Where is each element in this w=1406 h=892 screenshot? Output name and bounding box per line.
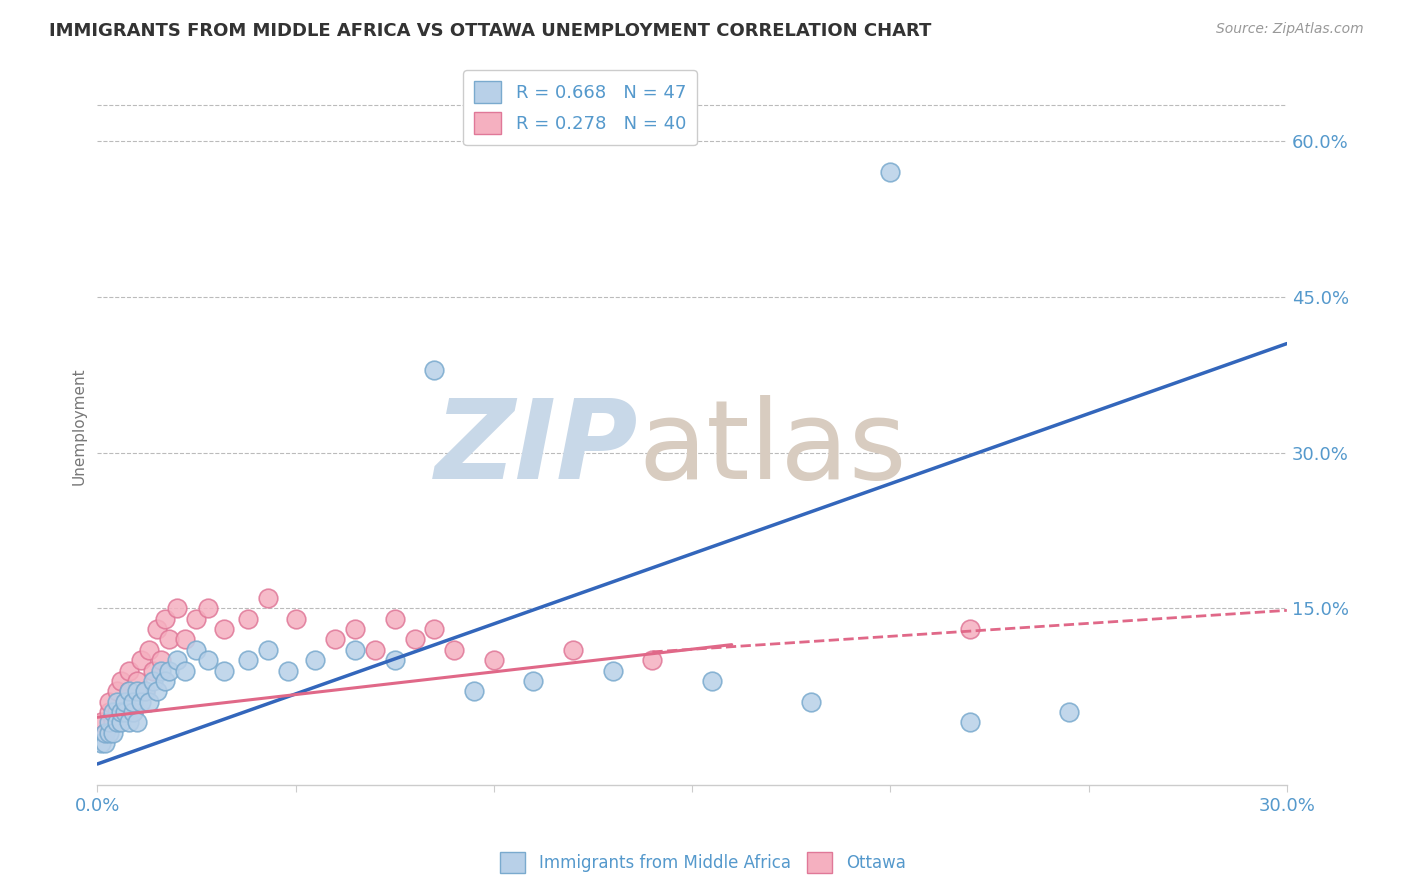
Point [118,664,141,678]
Point [166,653,188,667]
Point [118,684,141,698]
Point [1057,705,1080,719]
Point [800,695,823,709]
Point [700,673,723,688]
Point [142,673,165,688]
Point [125,715,148,730]
Point [522,673,544,688]
Point [384,653,406,667]
Text: Source: ZipAtlas.com: Source: ZipAtlas.com [1216,22,1364,37]
Text: atlas: atlas [638,394,907,501]
Point [105,695,128,709]
Point [105,705,128,719]
Point [562,642,585,657]
Point [118,684,141,698]
Point [197,653,219,667]
Point [90,715,112,730]
Point [959,622,981,636]
Point [153,612,176,626]
Point [105,684,128,698]
Legend: R = 0.668   N = 47, R = 0.278   N = 40: R = 0.668 N = 47, R = 0.278 N = 40 [463,70,697,145]
Point [304,653,326,667]
Point [110,705,132,719]
Point [423,622,446,636]
Point [122,705,145,719]
Point [404,632,426,647]
Point [157,632,180,647]
Point [134,684,156,698]
Y-axis label: Unemployment: Unemployment [72,368,86,485]
Point [114,695,136,709]
Point [344,622,367,636]
Point [173,664,195,678]
Point [153,673,176,688]
Point [105,715,128,730]
Point [138,695,160,709]
Point [277,664,299,678]
Point [114,695,136,709]
Point [98,695,121,709]
Point [423,362,446,376]
Point [443,642,465,657]
Point [122,695,145,709]
Point [110,715,132,730]
Point [103,705,125,719]
Point [157,664,180,678]
Point [146,684,169,698]
Legend: Immigrants from Middle Africa, Ottawa: Immigrants from Middle Africa, Ottawa [494,846,912,880]
Point [129,695,152,709]
Point [212,622,235,636]
Point [641,653,664,667]
Point [103,726,125,740]
Point [186,642,208,657]
Point [149,653,172,667]
Point [98,715,121,730]
Point [110,673,132,688]
Point [463,684,485,698]
Point [344,642,367,657]
Point [98,726,121,740]
Point [166,601,188,615]
Point [142,664,165,678]
Point [173,632,195,647]
Point [94,726,117,740]
Point [197,601,219,615]
Point [959,715,981,730]
Point [94,736,117,750]
Point [284,612,307,626]
Point [146,622,169,636]
Point [98,705,121,719]
Text: ZIP: ZIP [434,394,638,501]
Point [257,591,280,605]
Point [384,612,406,626]
Point [323,632,346,647]
Point [90,736,112,750]
Point [149,664,172,678]
Point [125,684,148,698]
Point [482,653,505,667]
Point [236,612,259,626]
Point [138,642,160,657]
Point [236,653,259,667]
Text: IMMIGRANTS FROM MIDDLE AFRICA VS OTTAWA UNEMPLOYMENT CORRELATION CHART: IMMIGRANTS FROM MIDDLE AFRICA VS OTTAWA … [49,22,932,40]
Point [134,684,156,698]
Point [602,664,624,678]
Point [103,715,125,730]
Point [212,664,235,678]
Point [122,705,145,719]
Point [129,653,152,667]
Point [118,715,141,730]
Point [186,612,208,626]
Point [125,673,148,688]
Point [364,642,387,657]
Point [879,165,901,179]
Point [257,642,280,657]
Point [114,705,136,719]
Point [94,726,117,740]
